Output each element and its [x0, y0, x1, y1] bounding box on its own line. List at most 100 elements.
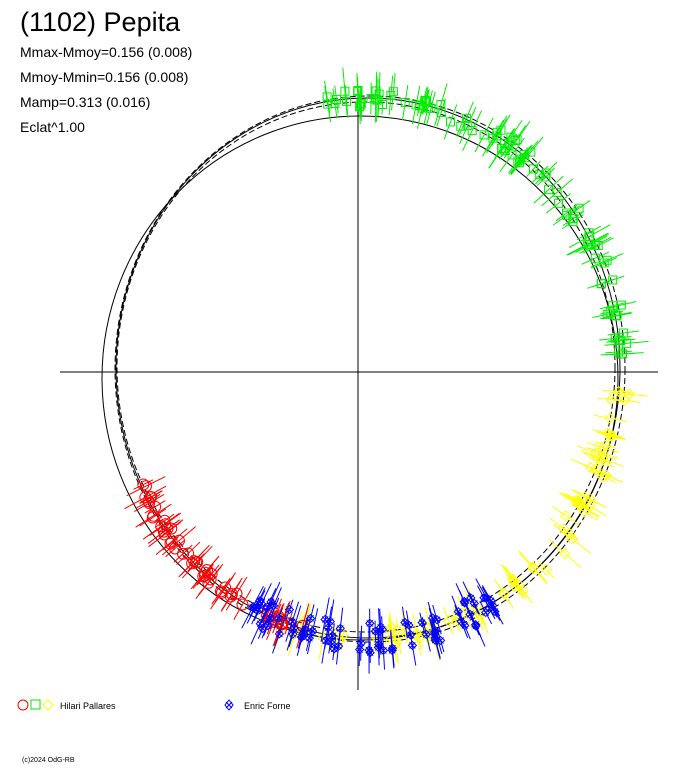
data-point-star: [469, 598, 480, 609]
error-bar: [154, 513, 175, 528]
error-bar: [393, 623, 399, 665]
data-point-circle: [161, 522, 174, 535]
error-bar: [190, 556, 220, 590]
data-point-star: [354, 644, 365, 655]
data-point-star: [263, 620, 273, 631]
model-curves: [101, 95, 626, 643]
data-point-star: [417, 617, 427, 628]
data-point-square: [608, 275, 618, 285]
error-bar: [187, 553, 205, 572]
data-point-circle: [139, 491, 152, 504]
error-bar: [176, 541, 201, 566]
data-point-square: [322, 92, 332, 102]
error-bar: [583, 452, 612, 464]
error-bar: [181, 545, 213, 579]
fit-curve-lower: [114, 95, 626, 643]
error-bar: [443, 607, 454, 635]
error-bar: [159, 519, 184, 539]
data-point-square: [436, 107, 446, 117]
data-point-star: [274, 629, 285, 639]
data-point-star: [325, 637, 336, 647]
error-bar: [165, 539, 185, 558]
error-bar: [534, 161, 558, 185]
data-point-diamond: [605, 430, 618, 443]
error-bar: [561, 214, 584, 230]
error-bar: [608, 398, 641, 403]
data-point-diamond: [560, 510, 572, 522]
data-point-diamond: [578, 491, 591, 503]
data-point-star: [284, 604, 295, 615]
error-bar: [195, 566, 222, 599]
data-point-circle: [172, 534, 185, 547]
data-point-star: [262, 602, 273, 612]
data-point-square: [562, 208, 572, 218]
data-point-square: [342, 96, 352, 106]
error-bar: [570, 488, 599, 505]
data-point-diamond: [590, 446, 602, 459]
data-point-square: [618, 349, 628, 359]
error-bar: [334, 85, 339, 114]
error-bar: [423, 89, 430, 113]
data-point-square: [574, 203, 584, 213]
error-bar: [608, 338, 630, 342]
error-bar: [505, 573, 524, 599]
data-point-square: [496, 125, 506, 135]
data-point-star: [378, 645, 389, 656]
data-point-diamond: [566, 533, 578, 545]
error-bar: [518, 550, 548, 583]
error-bar: [211, 578, 231, 605]
error-bar: [411, 85, 421, 125]
data-point-star: [387, 645, 397, 656]
error-bar: [126, 476, 166, 497]
data-point-square: [400, 97, 410, 107]
error-bar: [426, 91, 436, 126]
error-bar: [323, 80, 331, 114]
error-bar: [416, 87, 428, 129]
error-bar: [595, 431, 626, 441]
legend-circle-icon: [17, 699, 29, 711]
error-bar: [582, 237, 614, 254]
error-bar: [459, 106, 477, 145]
error-bar: [552, 506, 580, 526]
error-bar: [452, 611, 461, 632]
error-bar: [568, 233, 610, 256]
data-point-circle: [202, 576, 215, 589]
data-point-circle: [219, 581, 232, 594]
stat-eclat: Eclat^1.00: [20, 119, 85, 135]
error-bar: [287, 611, 302, 656]
data-point-diamond: [442, 615, 454, 627]
error-bar: [178, 544, 210, 578]
stat-mamp: Mamp=0.313 (0.016): [20, 94, 151, 110]
data-point-square: [568, 217, 578, 227]
data-point-square: [513, 156, 523, 166]
error-bar: [588, 456, 614, 468]
data-point-diamond: [595, 456, 607, 468]
error-bar: [196, 566, 214, 586]
legend-diamond-icon: [42, 699, 54, 711]
data-point-diamond: [590, 464, 602, 476]
data-point-diamond: [597, 447, 609, 459]
error-bar: [436, 98, 446, 127]
error-bar: [606, 301, 637, 310]
error-bar: [148, 521, 181, 548]
error-bar: [568, 200, 591, 217]
data-point-diamond: [564, 528, 576, 540]
data-point-diamond: [498, 588, 510, 600]
error-bar: [161, 526, 197, 556]
data-point-square: [506, 132, 516, 142]
data-point-square: [516, 155, 526, 165]
legend-star-icon: [224, 699, 234, 711]
error-bar: [575, 235, 608, 254]
data-point-square: [593, 241, 603, 251]
data-point-square: [507, 150, 517, 160]
error-bar: [402, 84, 409, 121]
data-point-circle: [157, 525, 170, 538]
data-point-star: [323, 622, 333, 633]
error-bar: [486, 118, 508, 154]
data-points: [124, 67, 649, 674]
data-point-star: [365, 618, 375, 629]
data-point-square: [426, 103, 436, 113]
data-point-star: [400, 617, 410, 628]
error-bar: [599, 302, 626, 310]
data-point-diamond: [584, 493, 596, 505]
